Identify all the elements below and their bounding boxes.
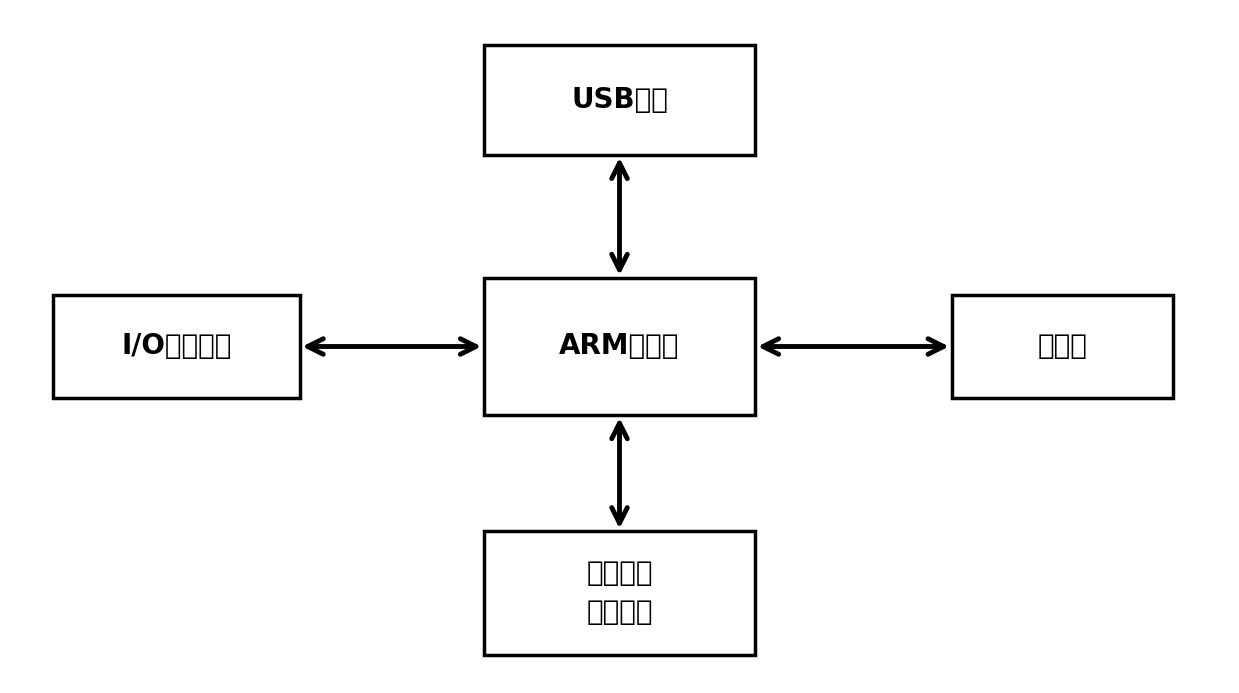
Bar: [53, 295, 300, 398]
Bar: [952, 295, 1173, 398]
Text: ARM单片机: ARM单片机: [559, 333, 680, 360]
Bar: [484, 532, 755, 655]
Text: 存储器: 存储器: [1037, 333, 1088, 360]
Text: USB接口: USB接口: [571, 86, 668, 114]
Bar: [484, 278, 755, 415]
Text: I/O控制模块: I/O控制模块: [121, 333, 232, 360]
Text: 外围设备
接口电路: 外围设备 接口电路: [586, 559, 653, 626]
Bar: [484, 45, 755, 155]
